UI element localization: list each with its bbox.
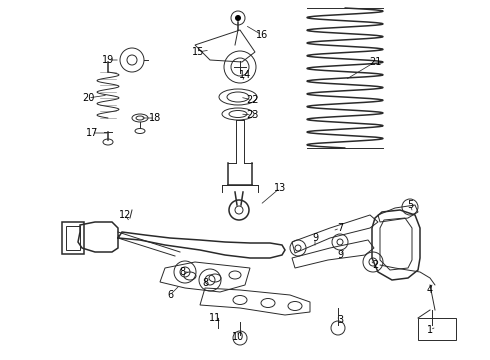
Text: 16: 16 [256, 30, 268, 40]
Text: 20: 20 [82, 93, 94, 103]
Circle shape [235, 15, 241, 21]
Text: 17: 17 [86, 128, 98, 138]
Text: 18: 18 [149, 113, 161, 123]
Text: 8: 8 [179, 267, 185, 277]
Text: 15: 15 [192, 47, 204, 57]
Text: 13: 13 [274, 183, 286, 193]
Text: 23: 23 [246, 110, 258, 120]
Text: 19: 19 [102, 55, 114, 65]
Bar [418, 318, 456, 340]
Text: 2: 2 [372, 260, 378, 270]
Text: 14: 14 [239, 70, 251, 80]
Text: 7: 7 [337, 223, 343, 233]
Text: 22: 22 [246, 95, 258, 105]
Text: 4: 4 [427, 285, 433, 295]
Text: 3: 3 [337, 315, 343, 325]
Text: 8: 8 [202, 278, 208, 288]
Text: 9: 9 [312, 233, 318, 243]
Text: 21: 21 [369, 57, 381, 67]
Bar [62, 222, 84, 254]
Text: 5: 5 [407, 200, 413, 210]
Text: 6: 6 [167, 290, 173, 300]
Text: 11: 11 [209, 313, 221, 323]
Text: 1: 1 [427, 325, 433, 335]
Bar [66, 226, 80, 250]
Text: 12: 12 [119, 210, 131, 220]
Text: 9: 9 [337, 250, 343, 260]
Text: 10: 10 [232, 332, 244, 342]
